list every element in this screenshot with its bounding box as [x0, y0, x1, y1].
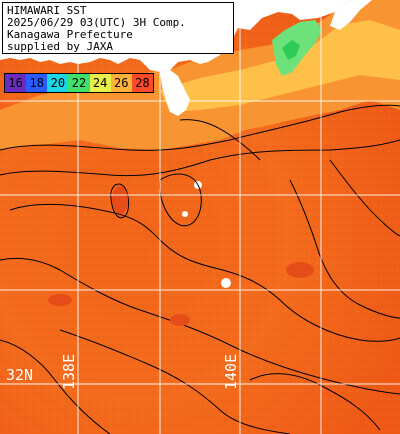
boso-tip	[330, 0, 372, 30]
legend-item-22: 22	[68, 74, 90, 92]
legend-item-28: 28	[131, 74, 153, 92]
legend-item-26: 26	[110, 74, 132, 92]
latitude-label: 32N	[6, 366, 34, 384]
legend-item-16: 16	[5, 74, 27, 92]
title-line-4: supplied by JAXA	[7, 40, 113, 53]
sst-contours	[0, 104, 400, 434]
title-line-3: Kanagawa Prefecture	[7, 28, 133, 41]
title-line-1: HIMAWARI SST	[7, 4, 87, 17]
legend-item-20: 20	[47, 74, 69, 92]
longitude-label-140: 140E	[222, 353, 240, 390]
temperature-legend: 16 18 20 22 24 26 28	[4, 73, 154, 93]
small-island-3	[182, 211, 188, 217]
longitude-label-138: 138E	[60, 353, 78, 390]
small-island-2	[221, 278, 231, 288]
legend-item-18: 18	[26, 74, 48, 92]
legend-item-24: 24	[89, 74, 111, 92]
izu-peninsula	[160, 70, 190, 116]
hot-water-patches	[48, 186, 314, 326]
cold-water-core	[282, 40, 300, 60]
title-line-2: 2025/06/29 03(UTC) 3H Comp.	[7, 16, 186, 29]
map-title-box: HIMAWARI SST 2025/06/29 03(UTC) 3H Comp.…	[2, 2, 234, 54]
